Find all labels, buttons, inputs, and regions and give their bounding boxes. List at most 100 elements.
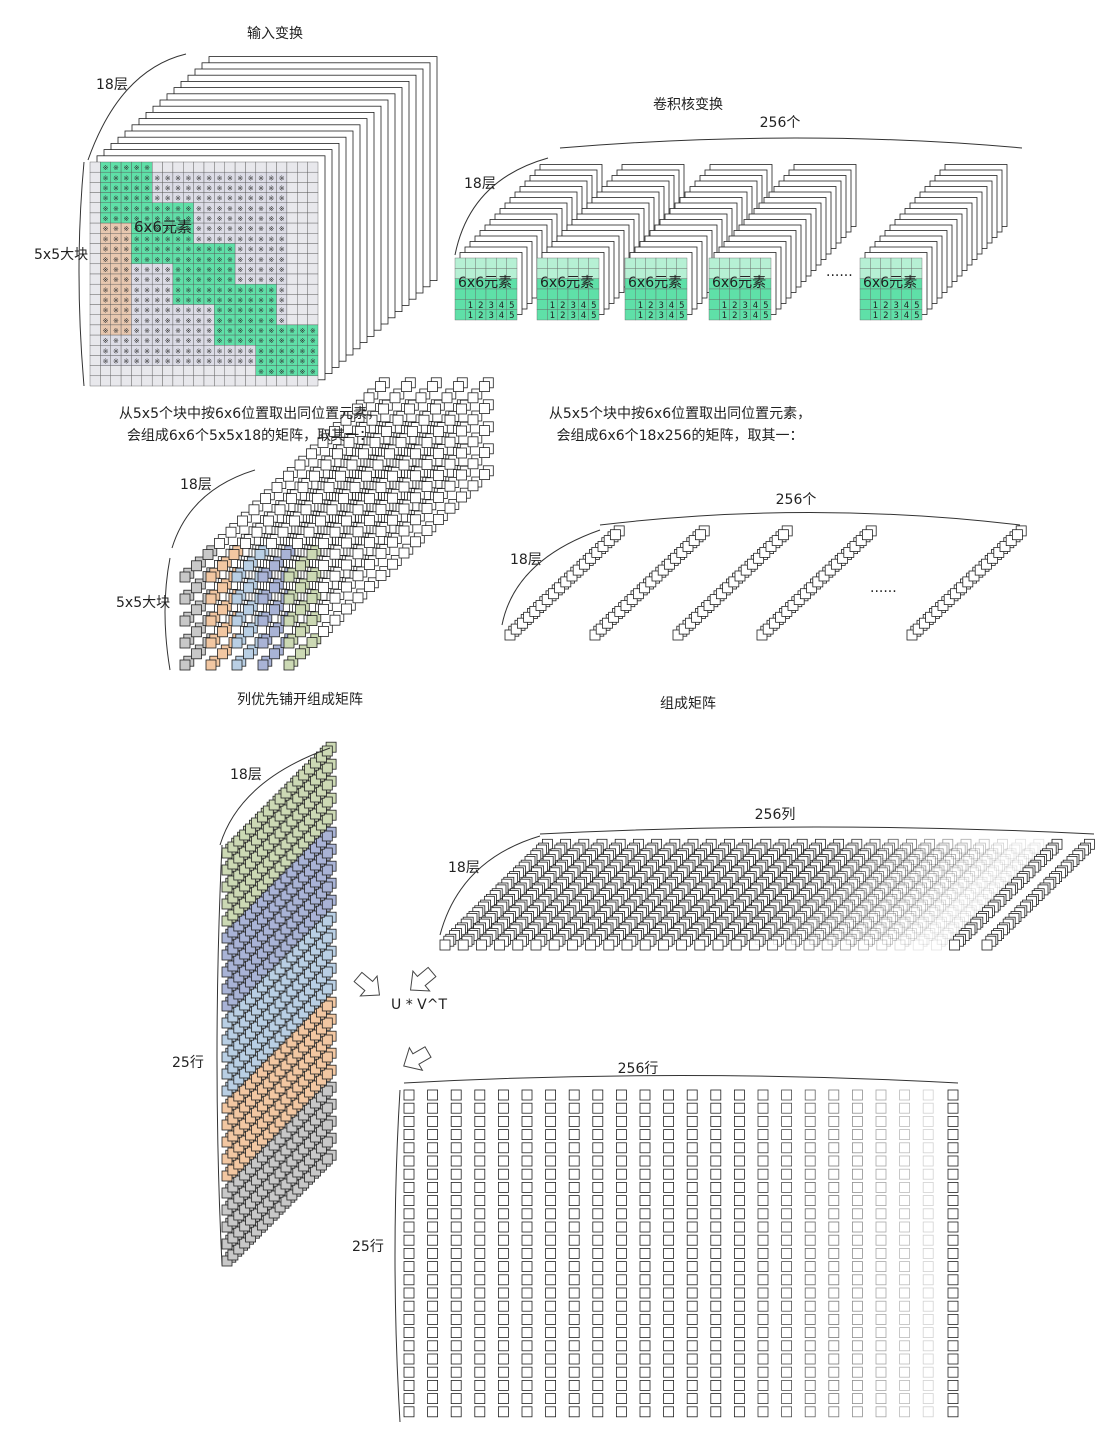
- mid-left-cube: [283, 655, 299, 671]
- result-cell: [899, 1116, 910, 1127]
- result-cell: [403, 1353, 415, 1365]
- mid-left-cube: [421, 521, 437, 536]
- input-cell-mark: ※: [175, 246, 181, 254]
- result-cell: [804, 1261, 816, 1272]
- result-cell: [734, 1353, 745, 1365]
- kernel-cell: [739, 257, 751, 269]
- result-cell: [686, 1300, 698, 1312]
- input-cell-mark: ※: [217, 347, 223, 355]
- result-cell: [568, 1116, 580, 1127]
- result-cell: [568, 1274, 580, 1286]
- input-cell-mark: ※: [258, 215, 264, 223]
- result-cell: [616, 1182, 627, 1193]
- input-cell: [297, 243, 308, 254]
- result-cell: [450, 1366, 462, 1378]
- input-cell: [214, 161, 225, 173]
- input-cell-mark: ※: [144, 297, 150, 305]
- mid-left-cube: [410, 510, 425, 526]
- input-cell-mark: ※: [217, 205, 223, 213]
- result-cell: [427, 1234, 439, 1246]
- result-cell: [922, 1248, 934, 1259]
- input-blocks-label: 5x5大块: [34, 247, 89, 263]
- result-cell: [734, 1340, 745, 1352]
- input-cell-mark: ※: [175, 337, 181, 345]
- result-cell: [899, 1142, 910, 1154]
- result-cell: [545, 1353, 556, 1365]
- input-cell: [286, 182, 298, 193]
- input-cell-mark: ※: [258, 286, 264, 294]
- result-cell: [828, 1182, 840, 1193]
- kernel-cell: [859, 299, 871, 310]
- mid-left-cube: [306, 611, 322, 626]
- kernel-cell: [496, 257, 507, 269]
- mid-right-dots: ......: [870, 580, 897, 596]
- kernel-cell: [547, 257, 558, 269]
- input-cell-mark: ※: [196, 215, 202, 223]
- result-cell: [734, 1327, 745, 1338]
- result-cell: [947, 1261, 959, 1272]
- result-cell: [545, 1142, 556, 1154]
- input-cell-mark: ※: [237, 358, 243, 366]
- result-cell: [757, 1393, 769, 1404]
- result-cell: [922, 1089, 934, 1101]
- mid-left-cube: [205, 633, 221, 649]
- input-cell: [151, 375, 163, 387]
- input-cell-mark: ※: [175, 297, 181, 305]
- result-cell: [899, 1261, 910, 1272]
- result-cell: [427, 1089, 439, 1101]
- input-cell-mark: ※: [279, 185, 285, 193]
- result-cell: [450, 1314, 462, 1325]
- result-cell: [781, 1221, 792, 1233]
- input-cell-mark: ※: [175, 215, 181, 223]
- input-cell: [89, 345, 101, 356]
- result-cell: [804, 1182, 816, 1193]
- result-cell: [852, 1393, 863, 1404]
- form-matrix-title: 组成矩阵: [660, 696, 716, 712]
- input-cell: [131, 375, 143, 387]
- mid-left-cube: [433, 510, 448, 525]
- result-cell: [734, 1221, 745, 1233]
- result-cell: [427, 1116, 439, 1127]
- input-cell-mark: ※: [186, 225, 192, 233]
- input-cell-mark: ※: [144, 276, 150, 284]
- input-cell-mark: ※: [248, 205, 254, 213]
- input-cell-mark: ※: [186, 337, 192, 345]
- mid-left-cube: [467, 454, 483, 470]
- result-cell: [545, 1406, 556, 1418]
- input-cell-mark: ※: [206, 317, 212, 325]
- result-cell: [403, 1195, 415, 1206]
- right-cols-brace: [539, 826, 1095, 835]
- input-cell-mark: ※: [123, 297, 129, 305]
- input-cell: [307, 212, 319, 224]
- flatten-cube: [321, 741, 337, 757]
- mid-left-cube: [352, 588, 368, 604]
- result-cell: [616, 1195, 627, 1206]
- input-cell: [151, 161, 163, 173]
- result-cell: [663, 1366, 674, 1378]
- input-cell-mark: ※: [268, 235, 274, 243]
- kernel-cell-digit: 3: [658, 301, 663, 311]
- input-cell-mark: ※: [248, 327, 254, 335]
- input-cell: [172, 365, 184, 377]
- result-cell: [710, 1102, 722, 1114]
- input-cell: [307, 294, 319, 305]
- input-cell-mark: ※: [103, 347, 109, 355]
- result-cell: [639, 1182, 651, 1193]
- input-cell-mark: ※: [154, 256, 160, 264]
- result-cell: [875, 1327, 887, 1338]
- input-cell: [297, 233, 308, 244]
- result-cell: [875, 1393, 887, 1404]
- mid-left-cube: [179, 633, 195, 649]
- input-cell-mark: ※: [134, 347, 140, 355]
- result-cell: [616, 1353, 627, 1365]
- input-cell-mark: ※: [206, 215, 212, 223]
- result-cell: [899, 1340, 910, 1352]
- result-cell: [899, 1182, 910, 1193]
- input-cell-mark: ※: [165, 205, 171, 213]
- input-cell-mark: ※: [134, 297, 140, 305]
- result-cell: [875, 1234, 887, 1246]
- result-cell: [568, 1314, 580, 1325]
- result-cell: [781, 1248, 792, 1259]
- result-cell: [592, 1274, 604, 1286]
- result-cell: [852, 1300, 863, 1312]
